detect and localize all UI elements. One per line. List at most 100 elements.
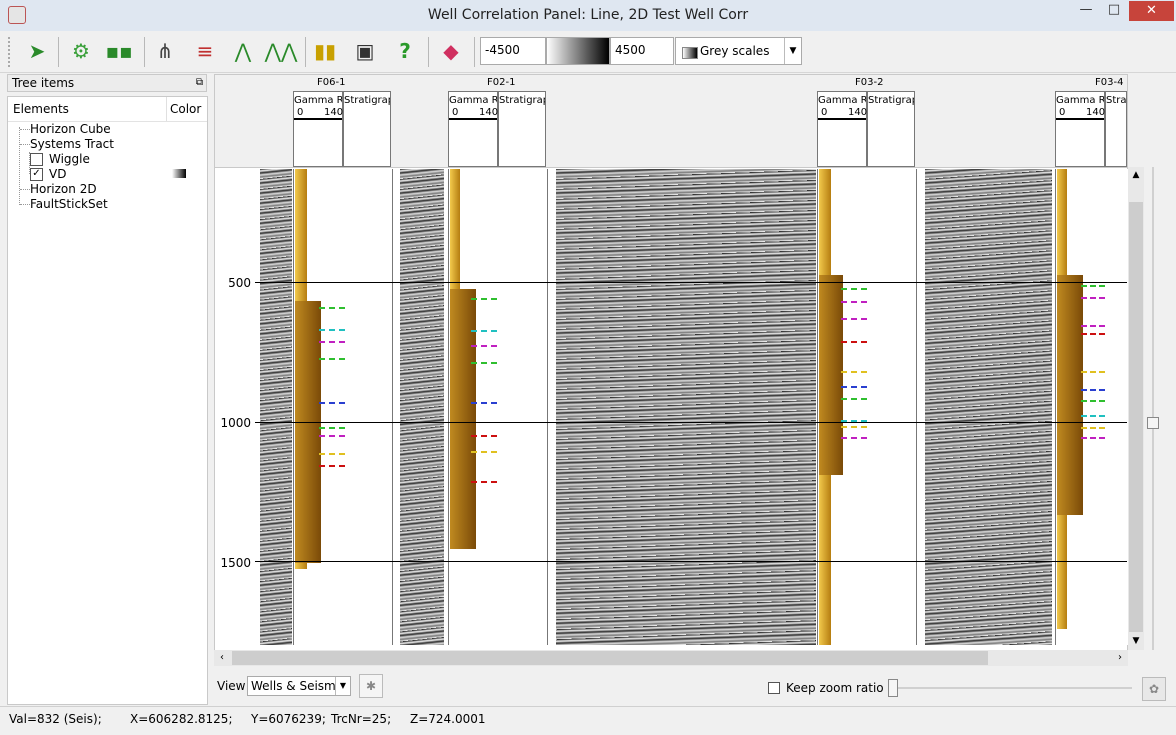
chevron-down-icon[interactable]: ▼ bbox=[335, 677, 350, 695]
seismic-section bbox=[925, 169, 1052, 645]
correlation-panel[interactable]: F06-1 Gamma Ray 0 140 Stratigraphy F02-1… bbox=[214, 74, 1129, 666]
zoom-settings-icon[interactable]: ✿ bbox=[1142, 677, 1166, 701]
view-label: View bbox=[217, 679, 246, 693]
strat-label: Stratigraphy bbox=[344, 95, 390, 106]
tree-item-wiggle[interactable]: Wiggle bbox=[30, 152, 90, 167]
slider-handle[interactable] bbox=[1147, 417, 1159, 429]
log-label: Gamma Ray bbox=[449, 95, 497, 106]
gamma-ray-body bbox=[819, 275, 843, 475]
gamma-ray-body bbox=[450, 289, 476, 549]
tree-item-horizon-2d[interactable]: Horizon 2D bbox=[20, 182, 97, 197]
horizontal-zoom-slider[interactable] bbox=[886, 679, 1134, 697]
window-title: Well Correlation Panel: Line, 2D Test We… bbox=[427, 7, 749, 23]
keep-zoom-checkbox[interactable] bbox=[768, 682, 780, 694]
status-z: Z=724.0001 bbox=[410, 712, 486, 726]
settings-gear-icon[interactable]: ⚙ bbox=[72, 39, 90, 63]
horizon-markers bbox=[215, 75, 1127, 665]
seismic-section bbox=[400, 169, 444, 645]
tree-item-systems-tract[interactable]: Systems Tract bbox=[20, 137, 114, 152]
marker-line bbox=[471, 345, 497, 347]
marker-line bbox=[1081, 297, 1105, 299]
marker-line bbox=[841, 426, 867, 428]
help-icon[interactable]: ? bbox=[399, 39, 411, 63]
marker-line bbox=[841, 420, 867, 422]
view-select[interactable]: Wells & Seismi ▼ bbox=[247, 676, 351, 696]
log-max: 140 bbox=[848, 107, 868, 118]
marker-line bbox=[319, 465, 345, 467]
cubes-icon[interactable]: ▪▪ bbox=[105, 39, 133, 63]
scroll-left-arrow[interactable]: ‹ bbox=[220, 652, 224, 663]
marker-line bbox=[319, 307, 345, 309]
log-scale-line bbox=[1056, 118, 1104, 120]
horizontal-scroll-thumb[interactable] bbox=[232, 651, 988, 665]
maximize-button[interactable]: □ bbox=[1107, 2, 1121, 17]
marker-line bbox=[319, 358, 345, 360]
column-color[interactable]: Color bbox=[170, 102, 202, 116]
marker-line bbox=[471, 435, 497, 437]
log-max: 140 bbox=[1086, 107, 1106, 118]
range-max-field[interactable]: 4500 bbox=[610, 37, 674, 65]
marker-line bbox=[841, 318, 867, 320]
toolbar-separator bbox=[144, 37, 145, 67]
colortable-icon[interactable]: ◆ bbox=[443, 39, 459, 63]
toolbar-separator bbox=[58, 37, 59, 67]
vd-color-swatch[interactable] bbox=[172, 169, 186, 178]
log-max: 140 bbox=[479, 107, 499, 118]
marker-line bbox=[319, 329, 345, 331]
well-name-f02-1: F02-1 bbox=[487, 77, 516, 88]
correlate-icon[interactable]: ⋀⋀ bbox=[264, 39, 298, 63]
log-min: 0 bbox=[1059, 107, 1066, 118]
well-tie-icon[interactable]: ⋔ bbox=[156, 39, 174, 63]
tree-item-horizon-cube[interactable]: Horizon Cube bbox=[20, 122, 111, 137]
scroll-down-arrow[interactable]: ▼ bbox=[1132, 636, 1140, 646]
layout-icon[interactable]: ▮▮ bbox=[313, 39, 336, 63]
marker-line bbox=[471, 451, 497, 453]
well-log-icon[interactable]: ⋀ bbox=[234, 39, 252, 63]
status-y: Y=6076239; bbox=[251, 712, 326, 726]
marker-line bbox=[319, 435, 345, 437]
camera-icon[interactable]: ▣ bbox=[355, 39, 375, 63]
tree-item-vd[interactable]: ✓ VD bbox=[30, 167, 66, 182]
tree-line bbox=[29, 152, 31, 174]
view-settings-icon[interactable]: ✱ bbox=[359, 674, 383, 698]
vd-checkbox[interactable]: ✓ bbox=[30, 168, 43, 181]
marker-line bbox=[841, 288, 867, 290]
markers-icon[interactable]: ≡ bbox=[196, 39, 214, 63]
depth-tick-1500: 1500 bbox=[220, 556, 251, 570]
slider-track bbox=[1152, 167, 1154, 650]
scroll-up-arrow[interactable]: ▲ bbox=[1132, 170, 1140, 180]
scroll-right-arrow[interactable]: › bbox=[1118, 652, 1122, 663]
range-min-field[interactable]: -4500 bbox=[480, 37, 546, 65]
stratigraphy-header: Stratigraphy bbox=[498, 91, 546, 167]
tree-header-label: Tree items bbox=[12, 76, 75, 90]
log-min: 0 bbox=[821, 107, 828, 118]
wiggle-checkbox[interactable] bbox=[30, 153, 43, 166]
tree-item-faultstickset[interactable]: FaultStickSet bbox=[20, 197, 108, 212]
log-label: Gamma Ray bbox=[818, 95, 866, 106]
vertical-scroll-thumb[interactable] bbox=[1129, 202, 1143, 632]
marker-line bbox=[471, 362, 497, 364]
marker-line bbox=[1081, 285, 1105, 287]
depth-gridline bbox=[255, 561, 1127, 562]
slider-handle[interactable] bbox=[888, 679, 898, 697]
chevron-down-icon[interactable]: ▼ bbox=[784, 38, 801, 64]
undock-icon[interactable]: ⧉ bbox=[195, 77, 203, 88]
gamma-ray-body bbox=[295, 301, 321, 563]
stratigraphy-header: Stratigraphy bbox=[343, 91, 391, 167]
depth-tick-500: 500 bbox=[228, 276, 251, 290]
tree-line bbox=[19, 127, 21, 205]
log-min: 0 bbox=[297, 107, 304, 118]
close-button[interactable]: ✕ bbox=[1129, 1, 1174, 21]
minimize-button[interactable]: — bbox=[1079, 2, 1093, 17]
horizontal-scrollbar[interactable]: ‹ › bbox=[214, 650, 1128, 666]
vertical-zoom-slider[interactable] bbox=[1146, 167, 1160, 650]
vertical-scrollbar[interactable]: ▲ ▼ bbox=[1128, 167, 1144, 650]
strat-label: Stratigraphy bbox=[868, 95, 914, 106]
pointer-icon[interactable]: ➤ bbox=[28, 39, 46, 63]
marker-line bbox=[1081, 333, 1105, 335]
marker-line bbox=[841, 437, 867, 439]
colortable-select[interactable]: Grey scales ▼ bbox=[675, 37, 802, 65]
marker-line bbox=[1081, 415, 1105, 417]
column-elements[interactable]: Elements bbox=[13, 102, 69, 116]
log-scale-line bbox=[294, 118, 342, 120]
